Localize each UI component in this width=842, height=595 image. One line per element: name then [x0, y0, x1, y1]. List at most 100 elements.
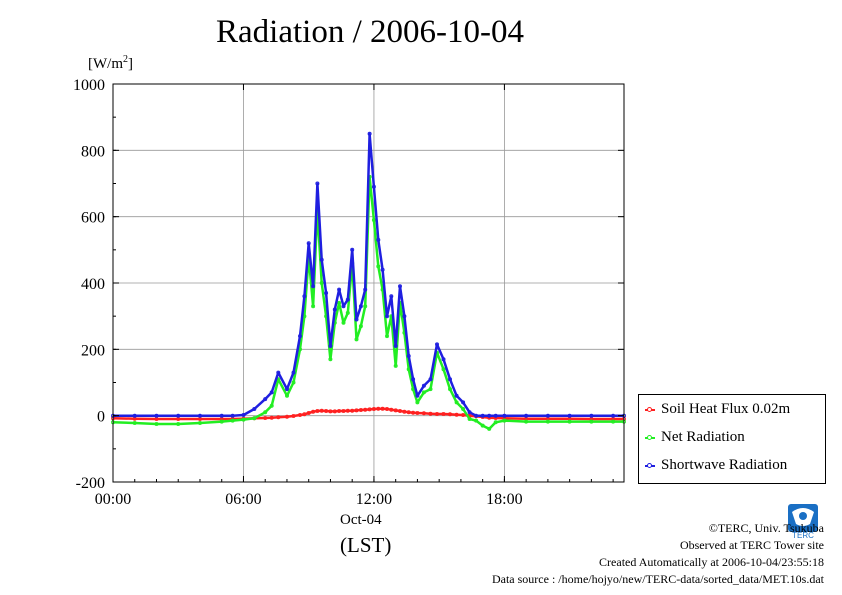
chart-title: Radiation / 2006-10-04	[216, 14, 524, 50]
data-point-shortwave-radiation	[393, 343, 398, 348]
y-tick-label: 200	[81, 342, 105, 359]
legend-swatch-shortwave	[645, 462, 655, 468]
legend-label-net: Net Radiation	[661, 429, 745, 445]
data-point-shortwave-radiation	[230, 413, 235, 418]
footer-copyright: ©TERC, Univ. Tsukuba	[708, 521, 824, 535]
series-line-shortwave-radiation	[113, 132, 624, 417]
data-point-shortwave-radiation	[545, 413, 550, 418]
data-point-net-radiation	[132, 420, 137, 425]
data-point-soil-heat-flux-0-02m	[363, 407, 368, 412]
data-point-shortwave-radiation	[319, 257, 324, 262]
svg-text:TERC: TERC	[792, 531, 814, 540]
data-point-soil-heat-flux-0-02m	[406, 410, 411, 415]
legend-item-shortwave: Shortwave Radiation	[645, 457, 787, 474]
data-point-shortwave-radiation	[447, 377, 452, 382]
data-point-net-radiation	[284, 393, 289, 398]
data-point-shortwave-radiation	[411, 377, 416, 382]
data-point-shortwave-radiation	[567, 413, 572, 418]
data-point-shortwave-radiation	[380, 267, 385, 272]
axis-ticks: -200 0 200 400 600 800 1000 00:00 06:00 12:00 18:0…	[73, 77, 624, 508]
footer-source: Data source : /home/hojyo/new/TERC-data/…	[491, 572, 824, 586]
data-point-soil-heat-flux-0-02m	[269, 415, 274, 420]
data-point-shortwave-radiation	[341, 304, 346, 309]
data-point-net-radiation	[241, 417, 246, 422]
data-point-shortwave-radiation	[493, 413, 498, 418]
legend-swatch-soil	[645, 406, 655, 412]
data-point-net-radiation	[291, 380, 296, 385]
data-point-net-radiation	[441, 367, 446, 372]
data-point-net-radiation	[176, 421, 181, 426]
data-point-net-radiation	[545, 419, 550, 424]
data-point-net-radiation	[454, 400, 459, 405]
data-point-soil-heat-flux-0-02m	[297, 412, 302, 417]
data-point-net-radiation	[461, 406, 466, 411]
data-point-net-radiation	[319, 280, 324, 285]
y-tick-label: -200	[76, 475, 105, 492]
data-point-net-radiation	[567, 419, 572, 424]
data-point-shortwave-radiation	[487, 413, 492, 418]
data-point-shortwave-radiation	[406, 353, 411, 358]
data-point-net-radiation	[263, 410, 268, 415]
data-point-shortwave-radiation	[371, 184, 376, 189]
data-point-soil-heat-flux-0-02m	[454, 412, 459, 417]
y-tick-label: 800	[81, 143, 105, 160]
data-point-net-radiation	[502, 418, 507, 423]
data-point-shortwave-radiation	[589, 413, 594, 418]
legend-label-soil: Soil Heat Flux 0.02m	[661, 401, 791, 417]
data-point-net-radiation	[589, 419, 594, 424]
data-point-soil-heat-flux-0-02m	[358, 407, 363, 412]
data-point-shortwave-radiation	[324, 290, 329, 295]
data-point-net-radiation	[480, 423, 485, 428]
data-point-shortwave-radiation	[397, 284, 402, 289]
footer-observed: Observed at TERC Tower site	[679, 538, 824, 552]
data-point-soil-heat-flux-0-02m	[441, 411, 446, 416]
data-point-soil-heat-flux-0-02m	[337, 408, 342, 413]
data-point-net-radiation	[269, 403, 274, 408]
data-point-shortwave-radiation	[474, 413, 479, 418]
data-point-net-radiation	[447, 387, 452, 392]
data-point-soil-heat-flux-0-02m	[411, 410, 416, 415]
data-point-shortwave-radiation	[332, 307, 337, 312]
data-point-soil-heat-flux-0-02m	[350, 408, 355, 413]
data-point-shortwave-radiation	[480, 413, 485, 418]
data-point-soil-heat-flux-0-02m	[302, 412, 307, 417]
data-point-soil-heat-flux-0-02m	[384, 406, 389, 411]
data-point-shortwave-radiation	[502, 413, 507, 418]
data-point-soil-heat-flux-0-02m	[415, 410, 420, 415]
data-point-soil-heat-flux-0-02m	[461, 412, 466, 417]
data-point-shortwave-radiation	[415, 393, 420, 398]
data-point-soil-heat-flux-0-02m	[291, 413, 296, 418]
data-point-soil-heat-flux-0-02m	[345, 408, 350, 413]
data-point-shortwave-radiation	[345, 297, 350, 302]
data-point-soil-heat-flux-0-02m	[376, 406, 381, 411]
data-point-shortwave-radiation	[467, 410, 472, 415]
data-point-net-radiation	[328, 357, 333, 362]
data-point-net-radiation	[415, 400, 420, 405]
data-point-shortwave-radiation	[269, 390, 274, 395]
data-point-shortwave-radiation	[384, 314, 389, 319]
data-point-soil-heat-flux-0-02m	[354, 408, 359, 413]
terc-logo-icon: TERC	[788, 504, 818, 540]
y-tick-label: 1000	[73, 77, 105, 94]
data-point-soil-heat-flux-0-02m	[434, 411, 439, 416]
x-tick-label: 00:00	[95, 491, 131, 508]
data-point-shortwave-radiation	[389, 294, 394, 299]
data-point-soil-heat-flux-0-02m	[284, 414, 289, 419]
data-point-net-radiation	[467, 416, 472, 421]
data-point-shortwave-radiation	[219, 413, 224, 418]
data-point-shortwave-radiation	[311, 284, 316, 289]
x-tick-label: 06:00	[225, 491, 261, 508]
data-point-net-radiation	[345, 310, 350, 315]
data-point-shortwave-radiation	[441, 357, 446, 362]
y-tick-label: 400	[81, 276, 105, 293]
data-point-net-radiation	[230, 418, 235, 423]
data-point-net-radiation	[393, 363, 398, 368]
data-point-net-radiation	[474, 418, 479, 423]
data-point-shortwave-radiation	[376, 237, 381, 242]
data-point-soil-heat-flux-0-02m	[263, 415, 268, 420]
data-point-shortwave-radiation	[315, 181, 320, 186]
data-point-shortwave-radiation	[428, 377, 433, 382]
data-point-soil-heat-flux-0-02m	[421, 411, 426, 416]
data-point-net-radiation	[611, 419, 616, 424]
